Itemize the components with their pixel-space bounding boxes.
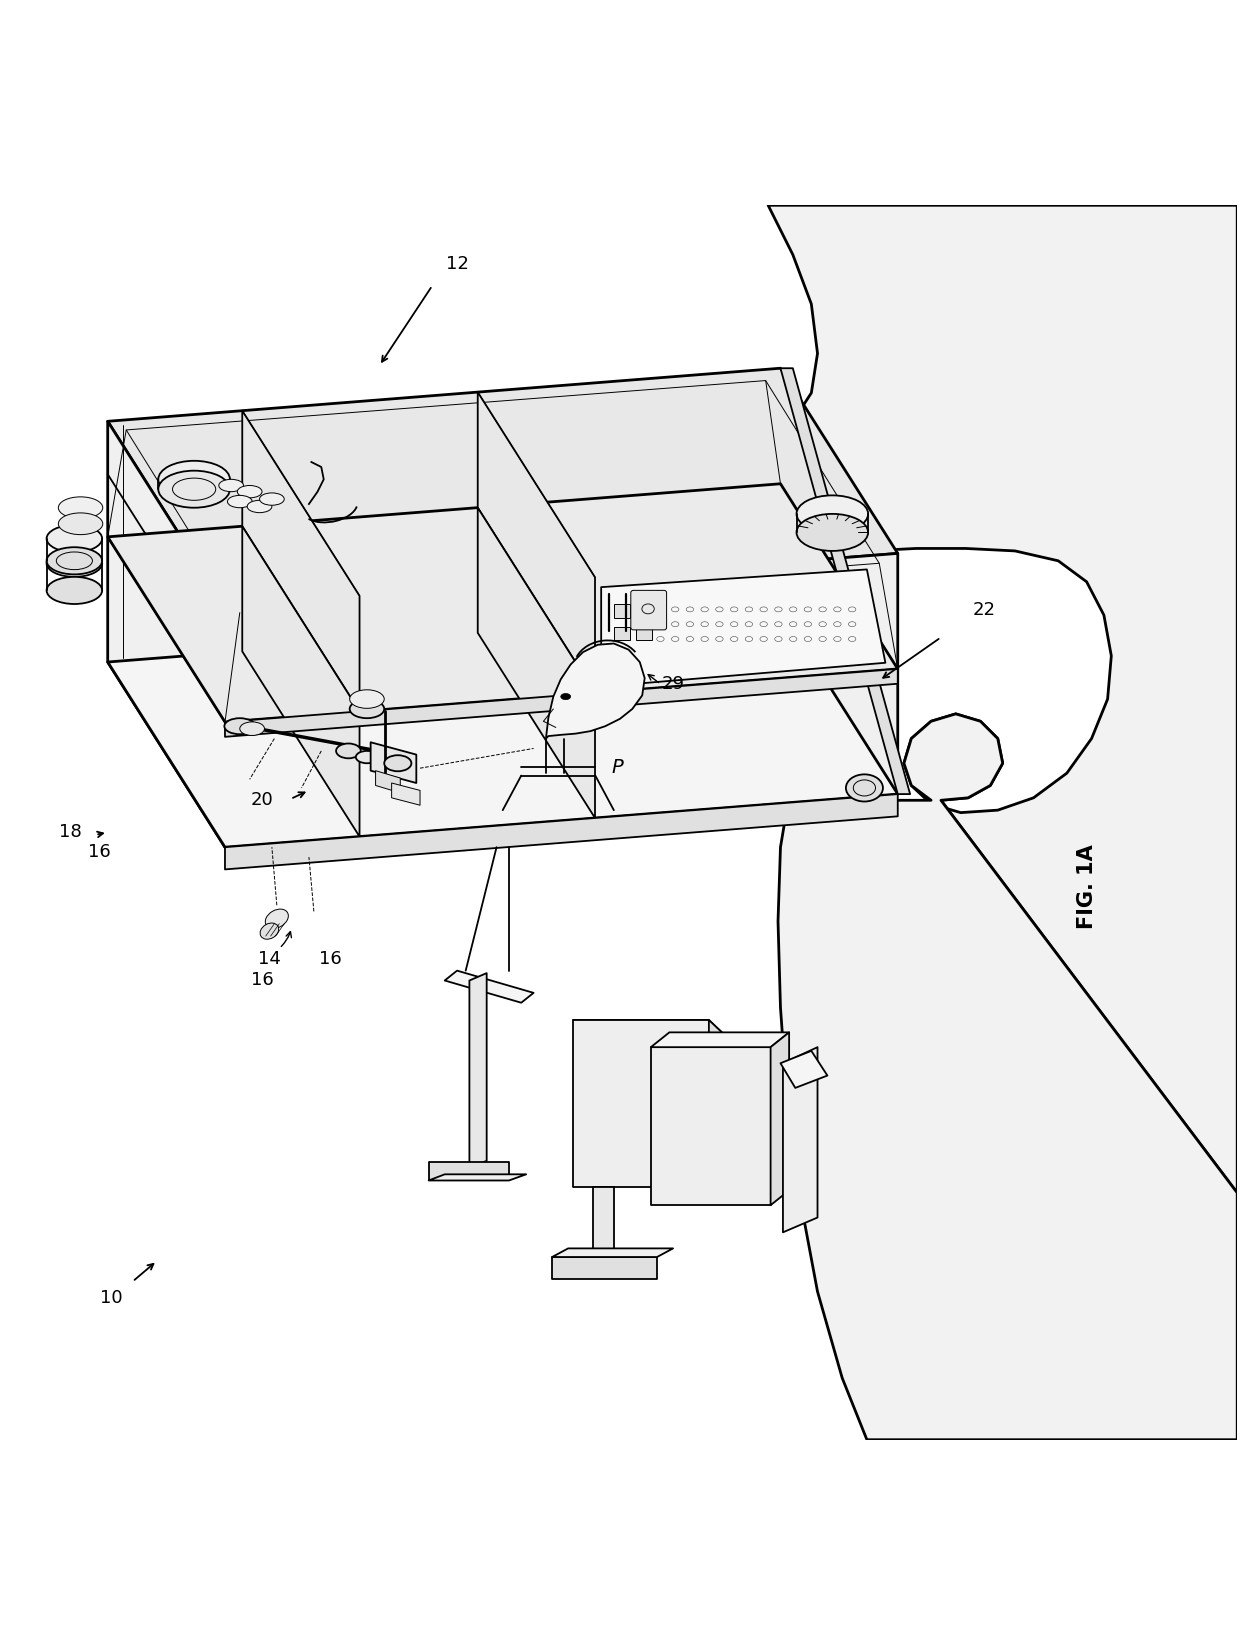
Polygon shape	[651, 1033, 789, 1048]
Ellipse shape	[356, 750, 378, 763]
Ellipse shape	[259, 494, 284, 505]
Polygon shape	[108, 609, 898, 847]
Ellipse shape	[58, 497, 103, 518]
Ellipse shape	[384, 755, 412, 772]
Ellipse shape	[247, 500, 272, 513]
Polygon shape	[546, 643, 645, 739]
Text: 18: 18	[60, 822, 82, 841]
Polygon shape	[770, 1033, 789, 1206]
Polygon shape	[392, 783, 420, 804]
Ellipse shape	[796, 513, 868, 551]
Text: 10: 10	[100, 1288, 123, 1306]
Bar	[636, 627, 652, 640]
Polygon shape	[242, 526, 360, 837]
Ellipse shape	[218, 479, 243, 492]
Polygon shape	[651, 1048, 770, 1206]
Text: 16: 16	[319, 951, 341, 969]
Polygon shape	[751, 206, 1238, 1193]
Text: 20: 20	[250, 791, 273, 809]
Polygon shape	[573, 1020, 780, 1087]
Polygon shape	[224, 670, 898, 737]
Polygon shape	[477, 392, 595, 693]
Text: P: P	[611, 758, 624, 776]
Text: 29: 29	[662, 674, 684, 693]
Polygon shape	[477, 508, 595, 818]
Text: 14: 14	[258, 951, 280, 969]
Bar	[614, 627, 630, 640]
Ellipse shape	[336, 744, 361, 758]
Text: 12: 12	[445, 255, 469, 273]
Ellipse shape	[350, 699, 384, 719]
Ellipse shape	[237, 485, 262, 498]
Ellipse shape	[224, 719, 255, 734]
Ellipse shape	[350, 689, 384, 709]
Ellipse shape	[560, 694, 570, 699]
Polygon shape	[593, 1186, 614, 1260]
Bar	[614, 604, 630, 619]
Ellipse shape	[227, 495, 252, 508]
Text: FIG. 1A: FIG. 1A	[1076, 844, 1096, 929]
Ellipse shape	[796, 495, 868, 533]
Polygon shape	[780, 368, 910, 795]
Polygon shape	[429, 1175, 526, 1181]
Ellipse shape	[159, 470, 229, 508]
Text: 16: 16	[250, 972, 273, 989]
Polygon shape	[777, 714, 1238, 1439]
Polygon shape	[709, 1020, 780, 1186]
Polygon shape	[782, 1048, 817, 1232]
Ellipse shape	[47, 549, 102, 577]
FancyBboxPatch shape	[631, 591, 667, 630]
Ellipse shape	[47, 548, 102, 574]
Polygon shape	[108, 421, 224, 847]
Ellipse shape	[260, 923, 279, 939]
Polygon shape	[371, 742, 417, 783]
Ellipse shape	[239, 722, 264, 735]
Polygon shape	[108, 368, 898, 607]
Polygon shape	[429, 1161, 508, 1181]
Ellipse shape	[58, 513, 103, 535]
Polygon shape	[108, 484, 898, 722]
Ellipse shape	[47, 525, 102, 553]
Polygon shape	[470, 974, 486, 1168]
Polygon shape	[224, 795, 898, 870]
Polygon shape	[445, 971, 533, 1003]
Polygon shape	[224, 553, 898, 847]
Ellipse shape	[47, 577, 102, 604]
Bar	[636, 604, 652, 619]
Polygon shape	[552, 1249, 673, 1257]
Polygon shape	[573, 1020, 709, 1186]
Text: 16: 16	[88, 844, 110, 860]
Ellipse shape	[159, 461, 229, 498]
Ellipse shape	[846, 775, 883, 801]
Polygon shape	[376, 770, 401, 793]
Polygon shape	[601, 569, 885, 686]
Text: 22: 22	[972, 600, 996, 619]
Polygon shape	[552, 1257, 657, 1280]
Ellipse shape	[265, 910, 289, 928]
Polygon shape	[242, 411, 360, 711]
Polygon shape	[780, 1051, 827, 1087]
